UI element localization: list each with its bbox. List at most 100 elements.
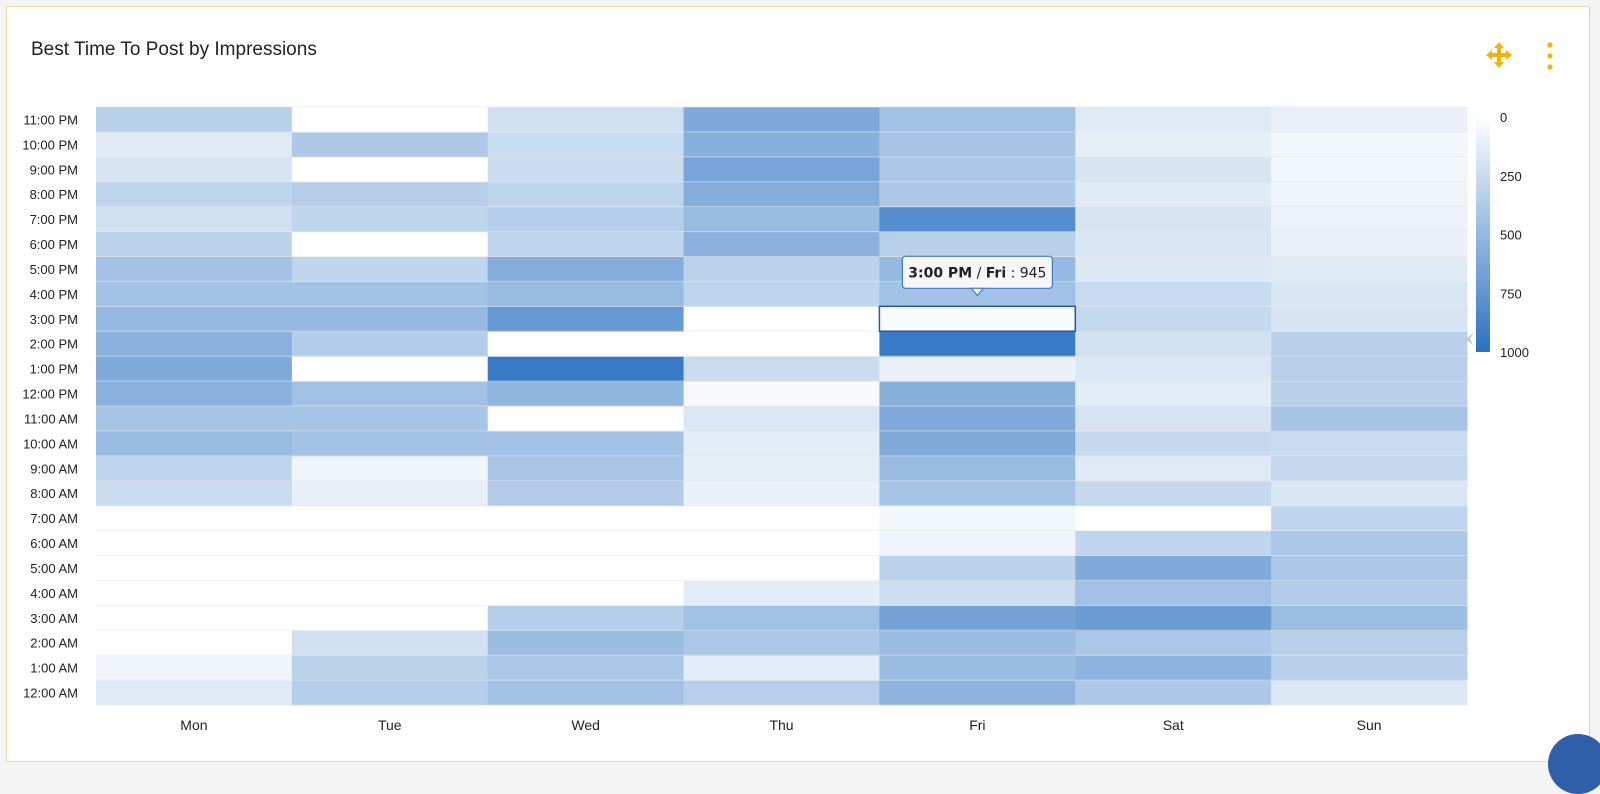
heatmap-cell[interactable] (488, 456, 684, 481)
heatmap-cell[interactable] (684, 605, 880, 630)
heatmap-cell[interactable] (96, 107, 292, 132)
heatmap-cell[interactable] (96, 306, 292, 331)
heatmap-cell[interactable] (292, 182, 488, 207)
heatmap-cell[interactable] (879, 481, 1075, 506)
heatmap-cell[interactable] (488, 481, 684, 506)
heatmap-cell[interactable] (488, 655, 684, 680)
heatmap-cell[interactable] (1075, 182, 1271, 207)
heatmap-cell[interactable] (488, 531, 684, 556)
heatmap-cell[interactable] (1075, 431, 1271, 456)
heatmap-cell[interactable] (684, 531, 880, 556)
heatmap-cell[interactable] (1271, 655, 1467, 680)
heatmap-cell[interactable] (879, 107, 1075, 132)
heatmap-cell[interactable] (684, 232, 880, 257)
heatmap-cell[interactable] (879, 556, 1075, 581)
heatmap-cell[interactable] (488, 157, 684, 182)
heatmap-cell[interactable] (1271, 406, 1467, 431)
heatmap-cell[interactable] (488, 132, 684, 157)
heatmap-cell[interactable] (488, 182, 684, 207)
heatmap-cell[interactable] (488, 232, 684, 257)
heatmap-cell[interactable] (1075, 157, 1271, 182)
heatmap-cell[interactable] (96, 257, 292, 282)
heatmap-cell[interactable] (292, 132, 488, 157)
heatmap-cell[interactable] (879, 331, 1075, 356)
heatmap-cell[interactable] (96, 580, 292, 605)
heatmap-cell[interactable] (684, 431, 880, 456)
heatmap-cell[interactable] (879, 456, 1075, 481)
heatmap-cell[interactable] (684, 182, 880, 207)
heatmap-cell[interactable] (488, 431, 684, 456)
heatmap-cell[interactable] (1271, 531, 1467, 556)
heatmap-cell[interactable] (1075, 207, 1271, 232)
heatmap-cell[interactable] (879, 182, 1075, 207)
heatmap-cell[interactable] (292, 331, 488, 356)
heatmap-cell[interactable] (96, 207, 292, 232)
heatmap-cell[interactable] (684, 281, 880, 306)
heatmap-cell[interactable] (1271, 107, 1467, 132)
heatmap-cell[interactable] (1075, 506, 1271, 531)
heatmap-cell[interactable] (488, 406, 684, 431)
heatmap-cell[interactable] (292, 381, 488, 406)
heatmap-cell[interactable] (292, 655, 488, 680)
heatmap-cell[interactable] (684, 207, 880, 232)
heatmap-cell[interactable] (1075, 132, 1271, 157)
heatmap-cell[interactable] (96, 481, 292, 506)
heatmap-cell[interactable] (879, 580, 1075, 605)
heatmap-cell[interactable] (879, 381, 1075, 406)
heatmap-cell[interactable] (488, 306, 684, 331)
heatmap-cell[interactable] (879, 531, 1075, 556)
heatmap-cell[interactable] (684, 331, 880, 356)
heatmap-cell[interactable] (684, 556, 880, 581)
heatmap-cell[interactable] (684, 481, 880, 506)
heatmap-cell[interactable] (1271, 481, 1467, 506)
heatmap-cell[interactable] (96, 630, 292, 655)
heatmap-cell[interactable] (96, 431, 292, 456)
heatmap-cell[interactable] (1075, 481, 1271, 506)
heatmap-cell[interactable] (684, 506, 880, 531)
heatmap-cell[interactable] (292, 680, 488, 705)
heatmap-cell[interactable] (1271, 182, 1467, 207)
heatmap-cell[interactable] (1271, 331, 1467, 356)
heatmap-cell[interactable] (292, 306, 488, 331)
heatmap-cell[interactable] (1271, 232, 1467, 257)
heatmap-cell[interactable] (292, 406, 488, 431)
heatmap-cell[interactable] (488, 506, 684, 531)
heatmap-cell[interactable] (684, 107, 880, 132)
heatmap-cell[interactable] (879, 207, 1075, 232)
heatmap-cell[interactable] (96, 232, 292, 257)
heatmap-cell[interactable] (684, 306, 880, 331)
heatmap-cell[interactable] (96, 605, 292, 630)
heatmap-cell[interactable] (96, 381, 292, 406)
heatmap-cell[interactable] (1075, 281, 1271, 306)
heatmap-cell[interactable] (292, 531, 488, 556)
heatmap-cell[interactable] (1075, 232, 1271, 257)
heatmap-cell[interactable] (292, 281, 488, 306)
heatmap-cell[interactable] (1271, 257, 1467, 282)
heatmap-cell[interactable] (488, 630, 684, 655)
heatmap-cell[interactable] (1271, 207, 1467, 232)
heatmap-cell[interactable] (1271, 456, 1467, 481)
heatmap-cell[interactable] (292, 506, 488, 531)
heatmap-cell[interactable] (684, 630, 880, 655)
heatmap-cell[interactable] (879, 630, 1075, 655)
heatmap-cell[interactable] (488, 207, 684, 232)
heatmap-cell[interactable] (1271, 630, 1467, 655)
heatmap-cell[interactable] (1271, 605, 1467, 630)
heatmap-cell[interactable] (96, 456, 292, 481)
heatmap-cell[interactable] (1075, 605, 1271, 630)
heatmap-cell[interactable] (96, 356, 292, 381)
heatmap-cell[interactable] (1271, 356, 1467, 381)
heatmap-cell[interactable] (1075, 456, 1271, 481)
heatmap-cell[interactable] (1271, 132, 1467, 157)
heatmap-cell[interactable] (488, 680, 684, 705)
heatmap-cell[interactable] (1075, 680, 1271, 705)
heatmap-cell[interactable] (292, 456, 488, 481)
heatmap-cell[interactable] (1075, 381, 1271, 406)
heatmap-cell[interactable] (292, 630, 488, 655)
heatmap-cell[interactable] (292, 481, 488, 506)
chat-bubble-button[interactable] (1548, 734, 1600, 794)
heatmap-cell[interactable] (684, 356, 880, 381)
heatmap-cell[interactable] (292, 431, 488, 456)
heatmap-cell[interactable] (96, 157, 292, 182)
heatmap-cell[interactable] (96, 132, 292, 157)
